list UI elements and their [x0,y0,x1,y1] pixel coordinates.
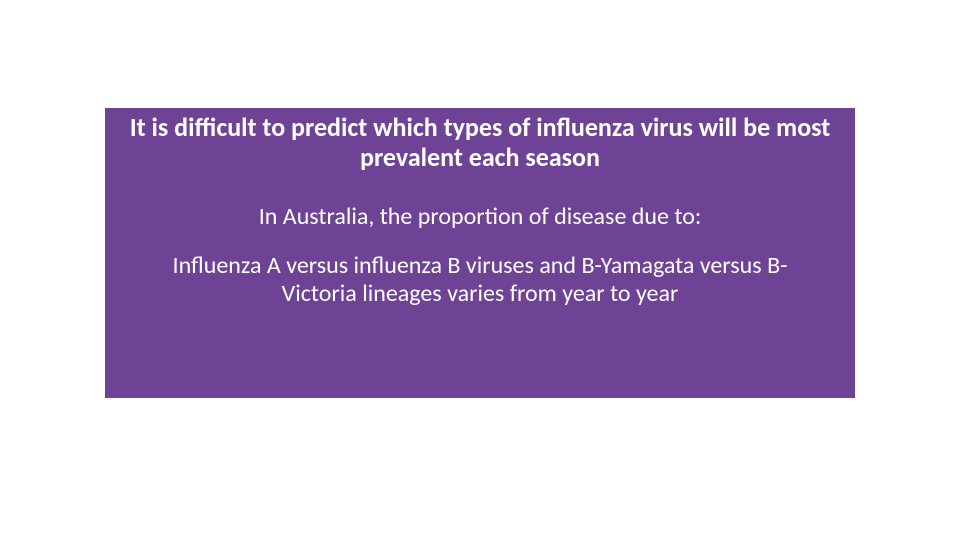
slide: It is difficult to predict which types o… [0,0,960,540]
heading-text: It is difficult to predict which types o… [125,113,835,173]
subtext-2: Influenza A versus influenza B viruses a… [125,252,835,310]
content-box: It is difficult to predict which types o… [105,108,855,398]
subtext-1: In Australia, the proportion of disease … [125,203,835,232]
